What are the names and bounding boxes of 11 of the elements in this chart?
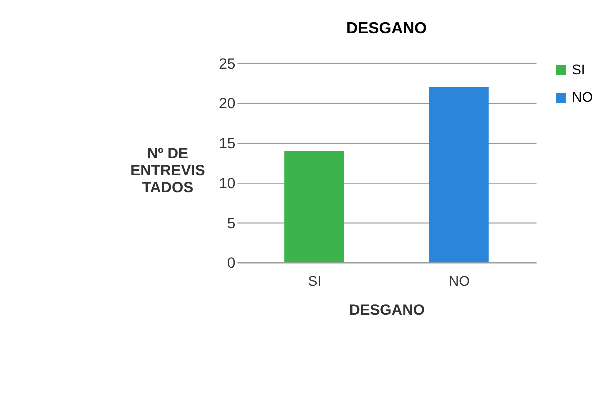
x-axis-title: DESGANO xyxy=(349,302,425,320)
legend-label: SI xyxy=(572,61,586,78)
y-tick-label: 25 xyxy=(219,56,236,73)
y-tick-label: 10 xyxy=(219,175,236,192)
y-axis-title: Nº DE ENTREVIS TADOS xyxy=(130,146,206,196)
y-tick-label: 5 xyxy=(227,215,236,232)
y-tick-label: 15 xyxy=(219,136,236,153)
legend-label: NO xyxy=(572,89,594,106)
chart-title: DESGANO xyxy=(346,20,428,38)
y-tick-label: 0 xyxy=(227,255,236,272)
y-tick-label: 20 xyxy=(219,96,236,113)
